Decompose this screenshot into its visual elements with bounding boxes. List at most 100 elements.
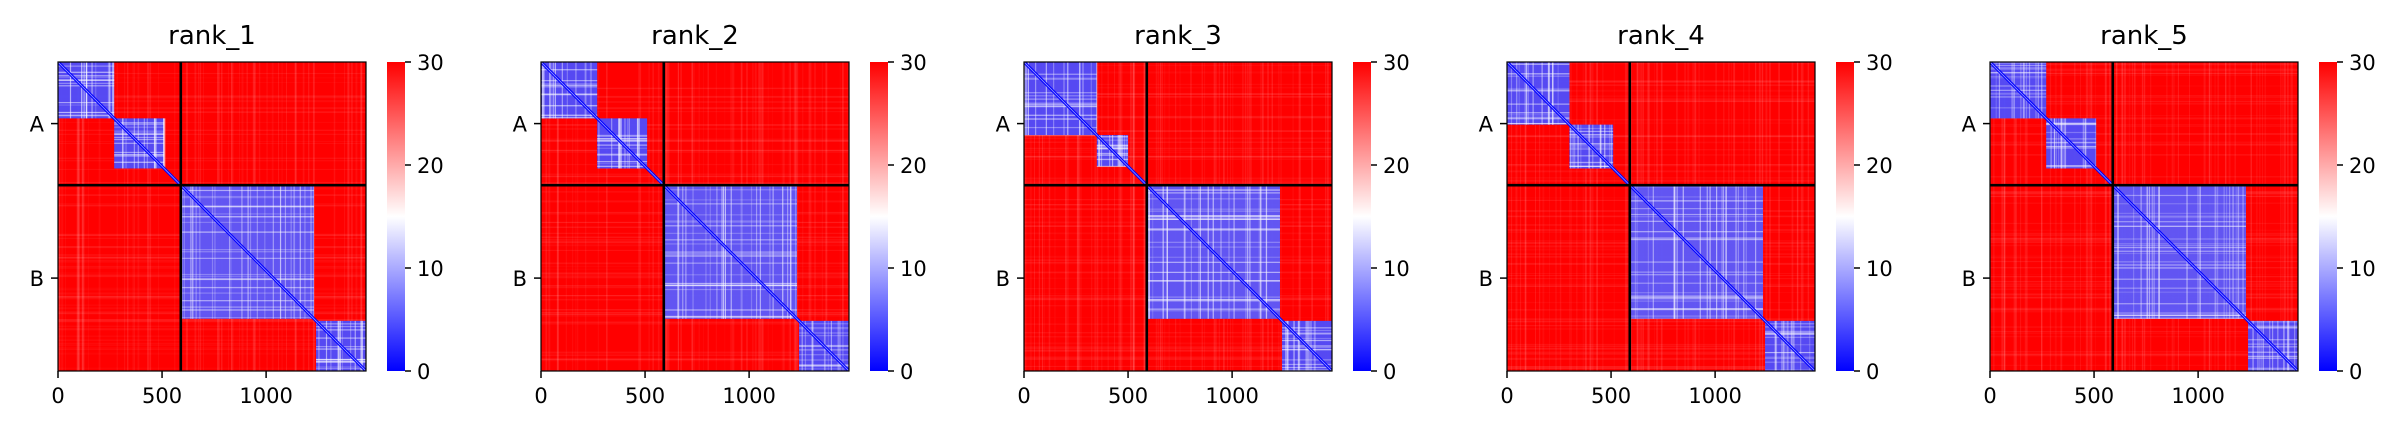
pae-panel-3: rank_3 0 500 1000 A B 0 10 20 30 <box>996 21 1410 408</box>
domain-texture <box>1507 114 1570 116</box>
domain-texture <box>1259 185 1262 319</box>
domain-texture <box>1735 185 1737 319</box>
domain-texture <box>2046 166 2097 168</box>
heatmap-stripe <box>1507 163 1815 166</box>
colorbar-tick-label: 10 <box>417 257 444 281</box>
heatmap-stripe <box>1090 62 1093 371</box>
heatmap-stripe <box>58 160 366 162</box>
heatmap-stripe <box>333 62 336 371</box>
panel-title: rank_3 <box>1134 21 1222 51</box>
domain-texture <box>299 185 301 319</box>
colorbar-tick-label: 30 <box>2349 51 2376 75</box>
heatmap-stripe <box>2109 62 2111 371</box>
heatmap-stripe <box>147 62 150 371</box>
heatmap-stripe <box>58 62 61 371</box>
domain-texture <box>597 138 648 140</box>
heatmap-stripe <box>1024 131 1332 133</box>
domain-texture <box>2117 185 2119 319</box>
domain-texture <box>1183 185 1185 319</box>
heatmap-stripe <box>77 62 79 371</box>
domain-texture <box>627 118 629 169</box>
domain-texture <box>2153 185 2155 319</box>
domain-texture <box>1998 62 2001 119</box>
domain-texture <box>2238 185 2240 319</box>
heatmap-stripe <box>58 348 366 350</box>
domain-texture <box>1282 332 1332 334</box>
heatmap-stripe <box>1559 62 1562 371</box>
heatmap-stripe <box>1024 137 1332 140</box>
domain-texture <box>663 203 797 205</box>
heatmap-stripe <box>1507 177 1815 179</box>
domain-texture <box>190 185 192 319</box>
heatmap-stripe <box>1024 351 1332 352</box>
domain-texture <box>1249 185 1251 319</box>
domain-texture <box>107 62 110 119</box>
heatmap-stripe <box>571 62 574 371</box>
heatmap-stripe <box>2095 62 2097 371</box>
heatmap-stripe <box>1507 170 1815 173</box>
heatmap-stripe <box>839 62 841 371</box>
domain-texture <box>2057 118 2060 169</box>
domain-texture <box>2151 185 2153 319</box>
domain-texture <box>1282 366 1332 369</box>
diagonal-highlight <box>1024 62 1332 371</box>
heatmap-stripe <box>1038 62 1040 371</box>
heatmap-stripe <box>1065 62 1067 371</box>
heatmap-stripe <box>1041 62 1044 371</box>
heatmap-stripe <box>557 62 559 371</box>
domain-texture <box>180 249 314 251</box>
domain-texture <box>2214 185 2216 319</box>
heatmap-stripe <box>1800 62 1802 371</box>
x-tick-label: 1000 <box>722 384 775 408</box>
heatmap-stripe <box>1585 62 1587 371</box>
domain-texture <box>2140 185 2142 319</box>
heatmap-stripe <box>1596 62 1598 371</box>
domain-texture <box>330 320 332 371</box>
domain-texture <box>1146 216 1280 218</box>
heatmap-stripe <box>1507 367 1815 370</box>
domain-texture <box>541 86 598 88</box>
domain-texture <box>1990 71 2047 74</box>
domain-texture <box>1146 256 1280 258</box>
domain-texture <box>2235 185 2237 319</box>
heatmap-stripe <box>1990 133 2298 135</box>
heatmap-stripe <box>81 62 84 371</box>
domain-texture <box>597 139 648 141</box>
domain-texture <box>230 185 232 319</box>
heatmap-stripe <box>796 62 799 371</box>
domain-texture <box>1024 78 1097 80</box>
domain-texture <box>663 239 797 241</box>
domain-texture <box>663 309 797 311</box>
domain-texture <box>114 122 165 124</box>
domain-texture <box>663 274 797 276</box>
domain-texture <box>2062 118 2064 169</box>
heatmap-stripe <box>58 111 366 114</box>
domain-texture <box>1610 124 1613 169</box>
heatmap-stripe <box>548 62 551 371</box>
heatmap-stripe <box>1990 68 2298 71</box>
domain-texture <box>1207 185 1209 319</box>
domain-texture <box>1146 215 1280 217</box>
domain-texture <box>541 94 598 96</box>
domain-texture <box>597 140 648 142</box>
domain-texture <box>804 320 807 371</box>
heatmap-stripe <box>1582 62 1584 371</box>
domain-texture <box>290 185 292 319</box>
heatmap-stripe <box>1507 164 1815 167</box>
heatmap-stripe <box>2280 62 2282 371</box>
domain-texture <box>663 254 797 256</box>
domain-texture <box>180 221 314 223</box>
domain-texture <box>1604 124 1606 169</box>
domain-texture <box>1024 95 1097 97</box>
domain-texture <box>114 154 165 156</box>
domain-texture <box>663 315 797 317</box>
heatmap-stripe <box>58 319 366 321</box>
domain-texture <box>1755 185 1757 319</box>
domain-texture <box>1078 62 1081 136</box>
heatmap-stripe <box>58 328 366 331</box>
domain-texture <box>1599 124 1601 169</box>
domain-texture <box>180 231 314 233</box>
domain-texture <box>2252 320 2254 371</box>
domain-texture <box>1098 135 1100 167</box>
domain-texture <box>1507 112 1570 114</box>
